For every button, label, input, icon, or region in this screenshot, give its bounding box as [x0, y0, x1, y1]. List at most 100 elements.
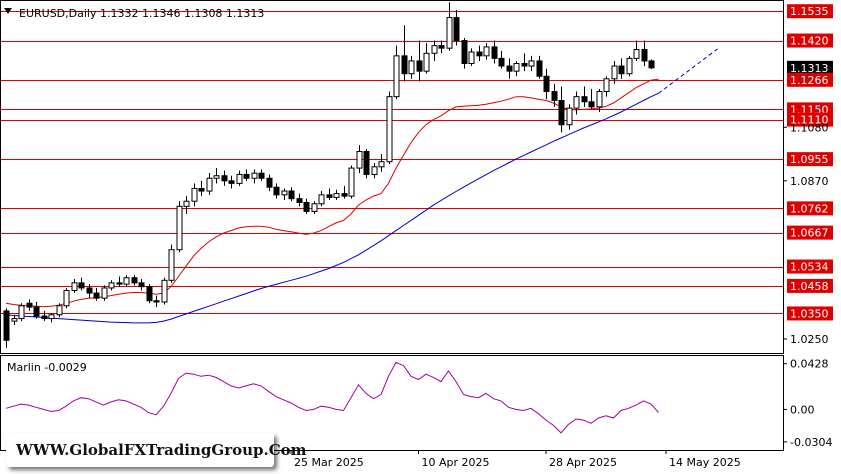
indicator-axis: 0.0428 0.00 -0.0304 [783, 358, 832, 449]
candle-body-bear [438, 45, 445, 49]
candle [93, 287, 100, 301]
marlin-line [5, 361, 659, 434]
price-tick-label: 1.0350 [790, 307, 829, 320]
price-plot-area [1, 2, 783, 348]
candle [461, 37, 468, 69]
price-tick-label: 1.0250 [790, 333, 829, 346]
indicator-panel-frame [0, 355, 784, 451]
candle [588, 89, 595, 110]
level-price-badge [787, 259, 833, 274]
candle [371, 162, 378, 179]
price-tick: 1.1110 [787, 112, 833, 127]
candle-body-bear [138, 282, 145, 288]
price-tick: 1.1420 [787, 33, 833, 48]
price-tick: 1.0762 [787, 201, 833, 216]
level-price-badge [787, 225, 833, 240]
candle-body-bull [206, 177, 213, 192]
candle-body-bull [423, 52, 430, 72]
candle-body-bull [183, 200, 190, 207]
candle-body-bull [236, 173, 243, 184]
candle-body-bull [626, 57, 633, 75]
indicator-tick-label: -0.0304 [790, 436, 832, 449]
indicator-tick: 0.0428 [783, 358, 829, 371]
candle-body-bear [363, 150, 370, 175]
candle [108, 280, 115, 291]
candle-body-bull [161, 279, 168, 303]
candle-body-bull [213, 175, 220, 179]
candle-body-bear [401, 55, 408, 75]
candle-body-bear [476, 51, 483, 57]
candle [551, 83, 558, 107]
level-price-badge [787, 201, 833, 216]
candle [206, 173, 213, 195]
candle-body-bear [326, 194, 333, 198]
candle-body-bear [33, 306, 40, 317]
candle-body-bear [228, 180, 235, 184]
candle-body-bear [26, 302, 33, 308]
candle-body-bear [266, 177, 273, 188]
candle-body-bull [56, 305, 63, 316]
candle-body-bull [11, 318, 18, 322]
price-tick-label: 1.0534 [790, 261, 829, 274]
candle-body-bear [641, 48, 648, 62]
candle [266, 174, 273, 192]
candle-body-bear [131, 277, 138, 284]
candle [311, 201, 318, 214]
indicator-tick-label: 0.00 [790, 403, 815, 416]
dropdown-triangle-icon[interactable] [4, 8, 12, 14]
candle [633, 40, 640, 61]
candle [626, 55, 633, 77]
candle [431, 40, 438, 61]
candle [131, 275, 138, 286]
candle [618, 58, 625, 79]
time-tick: 14 May 2025 [665, 450, 741, 469]
price-tick: 1.0458 [787, 278, 833, 293]
candle [536, 55, 543, 79]
candle-body-bear [588, 101, 595, 108]
candle [513, 60, 520, 77]
indicator-tick: 0.00 [783, 403, 815, 416]
price-tick: 1.1080 [783, 121, 829, 134]
candle-body-bear [146, 286, 153, 302]
candle [318, 191, 325, 207]
candle [491, 40, 498, 64]
time-tick-label: 25 Mar 2025 [294, 456, 364, 469]
symbol-header: EURUSD,Daily 1.1332 1.1346 1.1308 1.1313 [19, 7, 264, 20]
candle-body-bull [311, 203, 318, 212]
time-tick-label: 28 Apr 2025 [549, 456, 617, 469]
candle [573, 91, 580, 115]
price-tick-label: 1.1313 [790, 62, 829, 75]
candle [273, 183, 280, 199]
candle-body-bull [408, 60, 415, 75]
candle [528, 55, 535, 72]
candle-body-bull [446, 17, 453, 49]
candle-body-bear [491, 46, 498, 59]
candle [401, 25, 408, 82]
candle-body-bear [461, 40, 468, 64]
time-tick: 28 Apr 2025 [545, 450, 617, 469]
level-price-badge [787, 33, 833, 48]
candle [296, 193, 303, 207]
candle-body-bear [243, 173, 250, 179]
price-tick: 1.0870 [783, 175, 829, 188]
candle [356, 145, 363, 174]
candle [378, 154, 385, 172]
candle [18, 303, 25, 322]
price-tick: 1.1266 [787, 72, 833, 87]
price-tick-label: 1.1266 [790, 74, 829, 87]
candle-body-bull [573, 96, 580, 109]
level-price-badge [787, 4, 833, 19]
current-price-badge [787, 60, 833, 75]
candle [566, 104, 573, 130]
candle [86, 284, 93, 299]
candle-body-bull [528, 60, 535, 67]
candle [641, 40, 648, 67]
candle [603, 76, 610, 97]
candle [228, 175, 235, 189]
candle [363, 148, 370, 179]
level-price-badge [787, 278, 833, 293]
candle-body-bear [273, 186, 280, 196]
candle-body-bull [483, 46, 490, 57]
candle-body-bear [521, 62, 528, 67]
